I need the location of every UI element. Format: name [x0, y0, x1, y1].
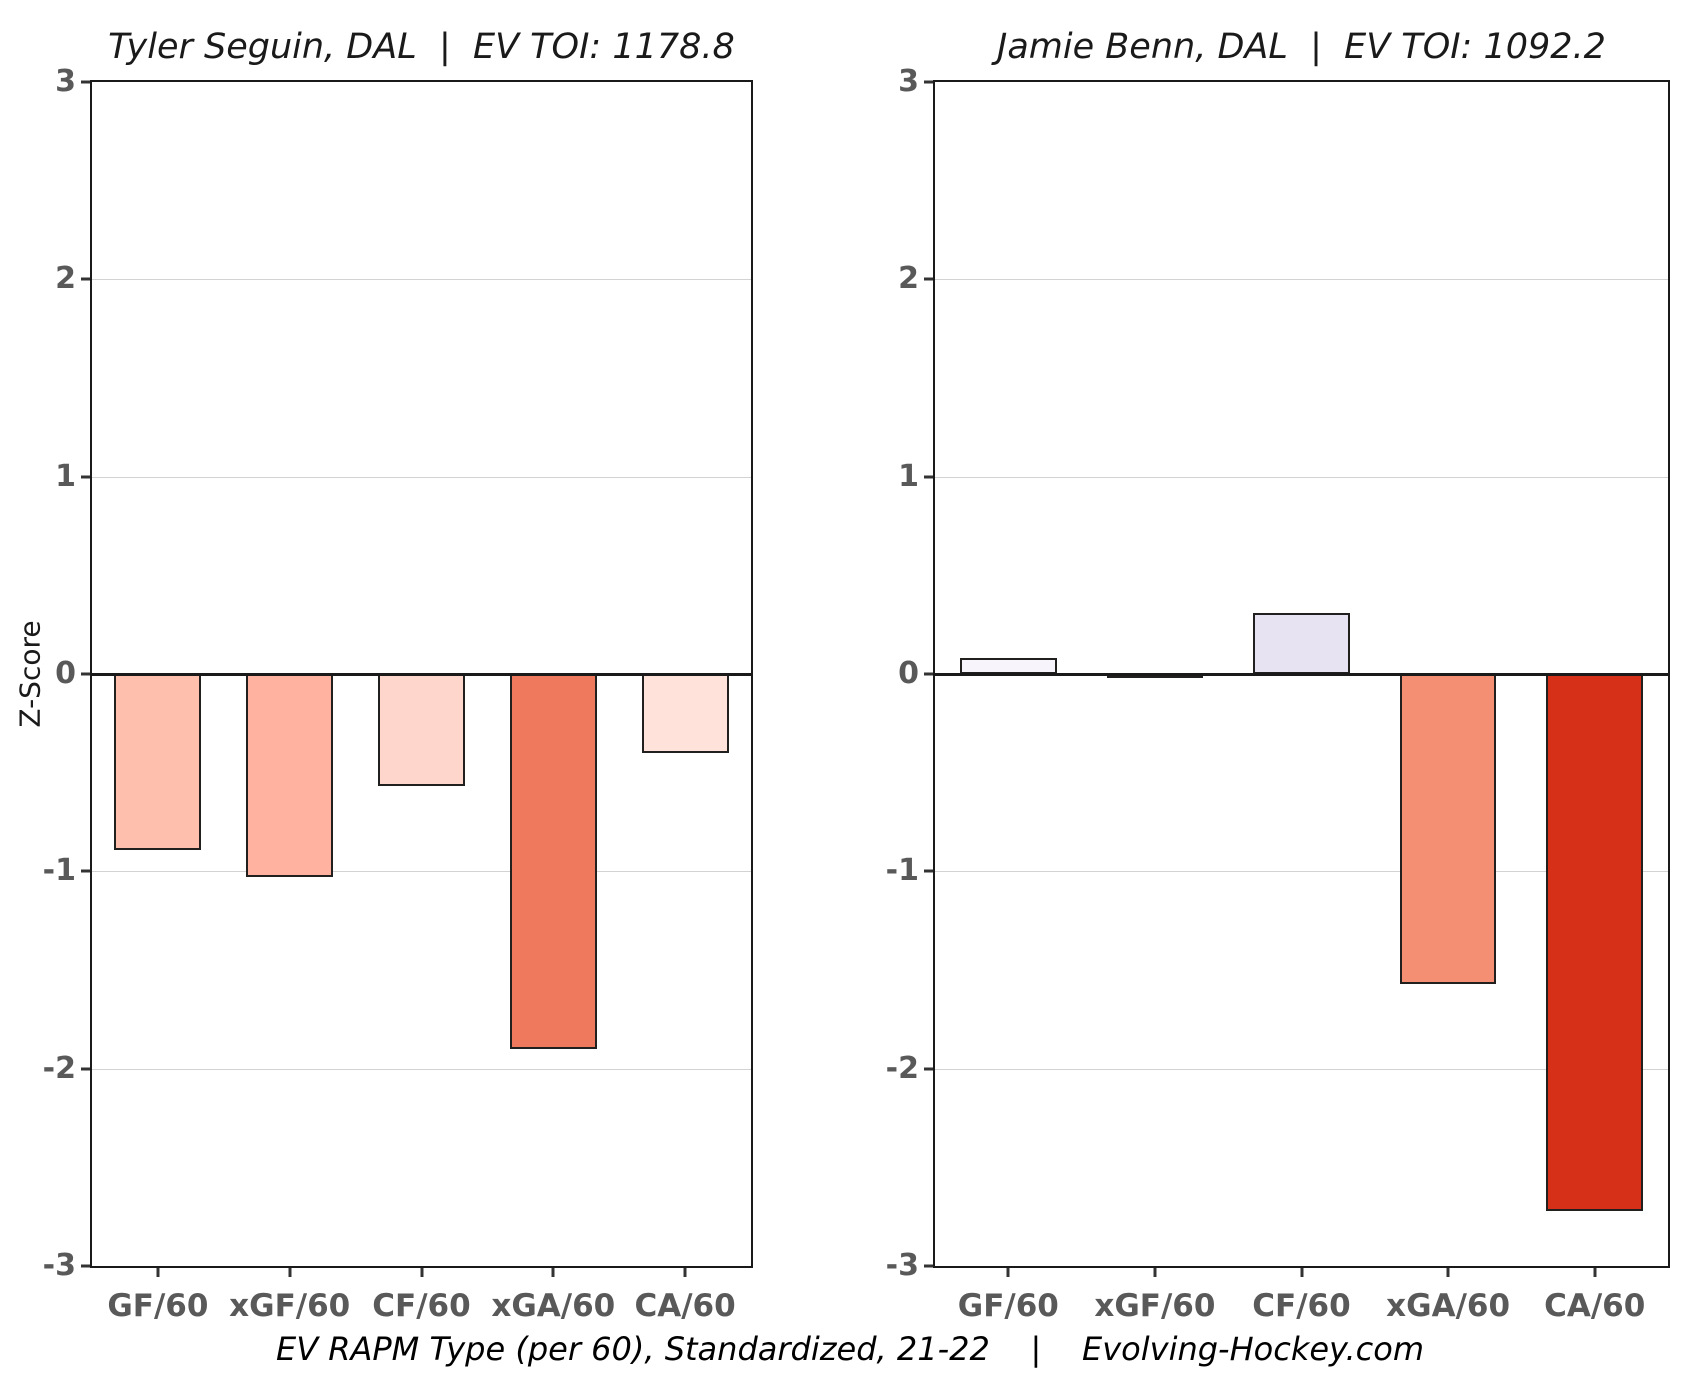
y-tick-label-3: 3	[55, 64, 76, 99]
y-tick-mark-1	[81, 475, 90, 479]
figure-caption: EV RAPM Type (per 60), Standardized, 21-…	[275, 1330, 1425, 1368]
gridline-y2	[935, 279, 1668, 281]
gridline-y1	[935, 476, 1668, 478]
y-tick-label-3: 3	[898, 64, 919, 99]
bar-gf-60	[114, 674, 202, 850]
bar-ca-60	[641, 674, 729, 753]
chart-title-benn: Jamie Benn, DAL | EV TOI: 1092.2	[997, 27, 1606, 67]
y-tick-label-1: 1	[898, 458, 919, 494]
bar-xga-60	[1399, 674, 1497, 984]
y-tick-label--1: -1	[885, 853, 919, 889]
y-tick-label-0: 0	[55, 656, 76, 691]
y-tick-mark--2	[924, 1067, 933, 1071]
y-tick-mark--3	[924, 1264, 933, 1268]
y-tick-mark--2	[81, 1067, 90, 1071]
x-tick-mark-gf-60	[1006, 1268, 1010, 1277]
y-tick-label--3: -3	[42, 1248, 76, 1283]
x-tick-mark-ca-60	[1593, 1268, 1597, 1277]
x-label-xga-60: xGA/60	[491, 1288, 616, 1324]
x-tick-mark-xga-60	[1446, 1268, 1450, 1277]
chart-title-seguin: Tyler Seguin, DAL | EV TOI: 1178.8	[108, 27, 735, 67]
x-tick-mark-gf-60	[156, 1268, 160, 1277]
gridline-y-2	[92, 1068, 751, 1070]
x-label-xgf-60: xGF/60	[1094, 1288, 1216, 1324]
plot-area-benn: 3 2 1 0 -1 -2 -3 GF/60 xGF/60 CF/60 xGA/60 CA/60	[886, 67, 1670, 1324]
y-tick-mark-0	[81, 672, 90, 676]
x-label-ca-60: CA/60	[634, 1288, 736, 1324]
x-label-xga-60: xGA/60	[1386, 1288, 1511, 1324]
y-tick-mark--1	[924, 869, 933, 873]
gridline-y-1	[935, 871, 1668, 873]
bar-cf-60	[378, 674, 465, 787]
y-tick-label--3: -3	[885, 1248, 919, 1283]
y-tick-label-1: 1	[55, 458, 76, 494]
y-tick-label-0: 0	[898, 656, 919, 691]
y-tick-label--2: -2	[42, 1050, 76, 1086]
gridline-y1	[92, 476, 751, 478]
x-tick-mark-ca-60	[683, 1268, 687, 1277]
bar-xgf-60	[246, 674, 334, 878]
plot-area-seguin: 3 2 1 0 -1 -2 -3 GF/60 xGF/60 CF/60 xGA/60 CA/60	[43, 67, 753, 1324]
y-tick-mark-3	[924, 80, 933, 84]
x-tick-mark-cf-60	[1300, 1268, 1303, 1277]
y-tick-mark--1	[81, 869, 90, 873]
y-tick-label-2: 2	[55, 261, 76, 297]
y-tick-mark-0	[924, 672, 933, 676]
x-tick-mark-xga-60	[551, 1268, 555, 1277]
y-tick-mark--3	[81, 1264, 90, 1268]
x-label-cf-60: CF/60	[372, 1288, 471, 1324]
bar-gf-60	[959, 658, 1057, 674]
gridline-y-1	[92, 871, 751, 873]
x-label-cf-60: CF/60	[1252, 1288, 1351, 1324]
x-tick-mark-cf-60	[420, 1268, 423, 1277]
x-tick-mark-xgf-60	[288, 1268, 292, 1277]
y-tick-mark-2	[81, 277, 90, 281]
y-tick-label--1: -1	[42, 853, 76, 889]
y-tick-mark-3	[81, 80, 90, 84]
zero-line	[935, 673, 1668, 676]
x-label-xgf-60: xGF/60	[229, 1288, 351, 1324]
y-axis-title: Z-Score	[13, 620, 47, 728]
gridline-y2	[92, 279, 751, 281]
gridline-y-2	[935, 1068, 1668, 1070]
x-tick-mark-xgf-60	[1153, 1268, 1157, 1277]
y-tick-mark-2	[924, 277, 933, 281]
x-label-ca-60: CA/60	[1544, 1288, 1646, 1324]
y-tick-label--2: -2	[885, 1050, 919, 1086]
x-label-gf-60: GF/60	[107, 1288, 209, 1324]
bar-xga-60	[509, 674, 597, 1049]
y-tick-mark-1	[924, 475, 933, 479]
bar-ca-60	[1546, 674, 1644, 1211]
zero-line	[92, 673, 751, 676]
x-label-gf-60: GF/60	[957, 1288, 1059, 1324]
bar-cf-60	[1253, 612, 1350, 674]
y-tick-label-2: 2	[898, 261, 919, 297]
